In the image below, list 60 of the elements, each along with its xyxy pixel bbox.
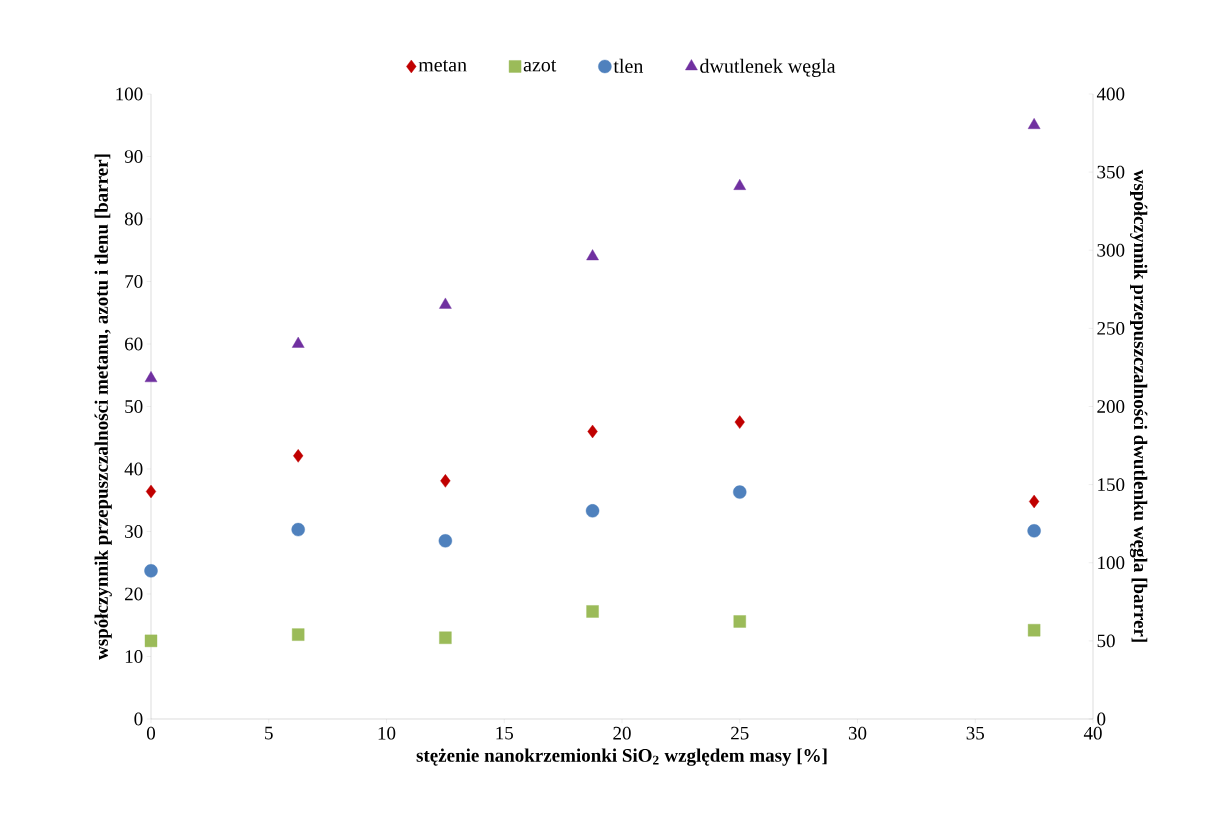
- x-tick-label: 40: [1083, 726, 1102, 740]
- point: [439, 297, 452, 309]
- y-tick-label: 30: [125, 525, 143, 538]
- x-tick-label: 15: [496, 726, 514, 740]
- point: [145, 484, 157, 499]
- x-tick-label: 5: [265, 726, 273, 740]
- y2-tick-label: 100: [1098, 556, 1125, 570]
- legend-label: azot: [523, 60, 557, 72]
- y2-tick-label: 350: [1097, 165, 1125, 179]
- point: [733, 178, 747, 190]
- point: [585, 504, 600, 518]
- point: [291, 628, 305, 641]
- y-tick-label: 20: [125, 587, 143, 601]
- point: [144, 564, 158, 578]
- y-tick-label: 70: [125, 275, 143, 288]
- y-axis-title: współczynnik przepuszczalności metanu, azotu i tlenu [barrer]: [94, 154, 112, 660]
- point: [144, 371, 158, 383]
- x-tick-label: 25: [731, 726, 749, 740]
- y2-tick-label: 50: [1097, 634, 1115, 648]
- point: [439, 631, 452, 644]
- point: [587, 424, 598, 439]
- y2-tick-label: 400: [1096, 87, 1125, 101]
- y-tick-label: 50: [125, 400, 143, 413]
- point: [440, 474, 451, 488]
- point: [1027, 624, 1041, 637]
- point: [293, 449, 304, 463]
- x-tick-label: 0: [146, 726, 156, 740]
- point: [734, 415, 745, 429]
- point: [438, 534, 453, 548]
- legend-label: tlen: [613, 58, 644, 73]
- y-tick-label: 90: [124, 150, 143, 163]
- y2-tick-label: 300: [1097, 243, 1125, 257]
- point: [1027, 118, 1041, 129]
- x-tick-label: 20: [613, 726, 631, 740]
- y2-tick-label: 250: [1097, 321, 1125, 335]
- y2-tick-label: 200: [1097, 400, 1125, 413]
- x-tick-label: 10: [378, 726, 396, 740]
- point: [1029, 494, 1040, 509]
- y2-axis-title: współczynnik przepuszczalności dwutlenku węgla [barrer]: [1129, 169, 1148, 642]
- x-tick-label: 30: [848, 726, 867, 740]
- point: [733, 615, 746, 628]
- y2-tick-label: 0: [1097, 712, 1106, 726]
- y-tick-label: 10: [125, 650, 143, 663]
- y-tick-label: 60: [125, 337, 143, 351]
- point: [291, 336, 305, 348]
- point: [586, 605, 599, 618]
- y-tick-label: 40: [124, 462, 143, 476]
- point: [733, 485, 747, 499]
- y-tick-label: 0: [134, 712, 143, 726]
- x-axis-title: stężenie nanokrzemionki SiO$_{2}$ względem masy [%]: [416, 748, 827, 766]
- point: [144, 634, 158, 648]
- legend-label: metan: [418, 60, 467, 72]
- y-tick-label: 100: [116, 87, 143, 101]
- point: [1027, 524, 1041, 538]
- y-tick-label: 80: [124, 212, 143, 226]
- point: [291, 522, 305, 537]
- legend-label: dwutlenek węgla: [700, 58, 836, 77]
- y2-tick-label: 150: [1098, 478, 1125, 492]
- x-tick-label: 35: [966, 726, 984, 740]
- point: [586, 249, 599, 261]
